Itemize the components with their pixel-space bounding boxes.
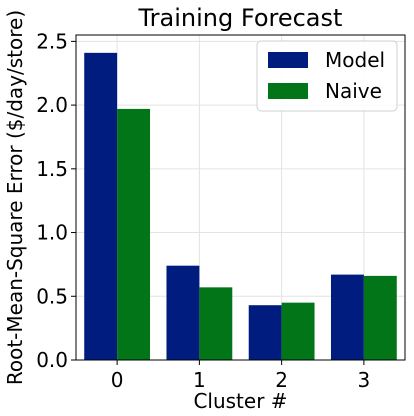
bar-model-cluster-2 [248, 305, 282, 360]
y-tick-label: 1.0 [36, 221, 68, 245]
bar-naive-cluster-1 [199, 287, 233, 360]
bar-naive-cluster-3 [363, 275, 397, 360]
bar-naive-cluster-0 [117, 108, 151, 360]
plot-frame [75, 34, 406, 361]
bar-model-cluster-1 [166, 265, 200, 360]
x-axis-ticks: 0 1 2 3 [111, 360, 370, 392]
legend-label-naive: Naive [325, 79, 382, 103]
x-axis-title: Cluster # [193, 389, 287, 413]
y-tick-label: 0.5 [36, 284, 68, 308]
y-tick-label: 0.0 [36, 348, 68, 372]
x-tick-label: 1 [193, 368, 206, 392]
x-tick-label: 3 [358, 368, 371, 392]
bar-naive-cluster-2 [281, 302, 315, 360]
chart-title: Training Forecast [138, 4, 343, 32]
y-tick-label: 2.0 [36, 93, 68, 117]
legend: Model Naive [256, 40, 398, 112]
y-tick-label: 1.5 [36, 157, 68, 181]
bar-model-cluster-0 [84, 52, 118, 360]
y-axis-ticks: 0.0 0.5 1.0 1.5 2.0 2.5 [36, 29, 76, 372]
x-tick-label: 2 [275, 368, 288, 392]
x-tick-label: 0 [111, 368, 124, 392]
y-axis-title: Root-Mean-Square Error ($/day/store) [3, 10, 27, 385]
bar-model-cluster-3 [330, 274, 364, 360]
legend-label-model: Model [325, 48, 385, 72]
legend-swatch-naive [268, 83, 308, 99]
bars [84, 52, 397, 360]
y-tick-label: 2.5 [36, 29, 68, 53]
legend-swatch-model [268, 52, 308, 68]
